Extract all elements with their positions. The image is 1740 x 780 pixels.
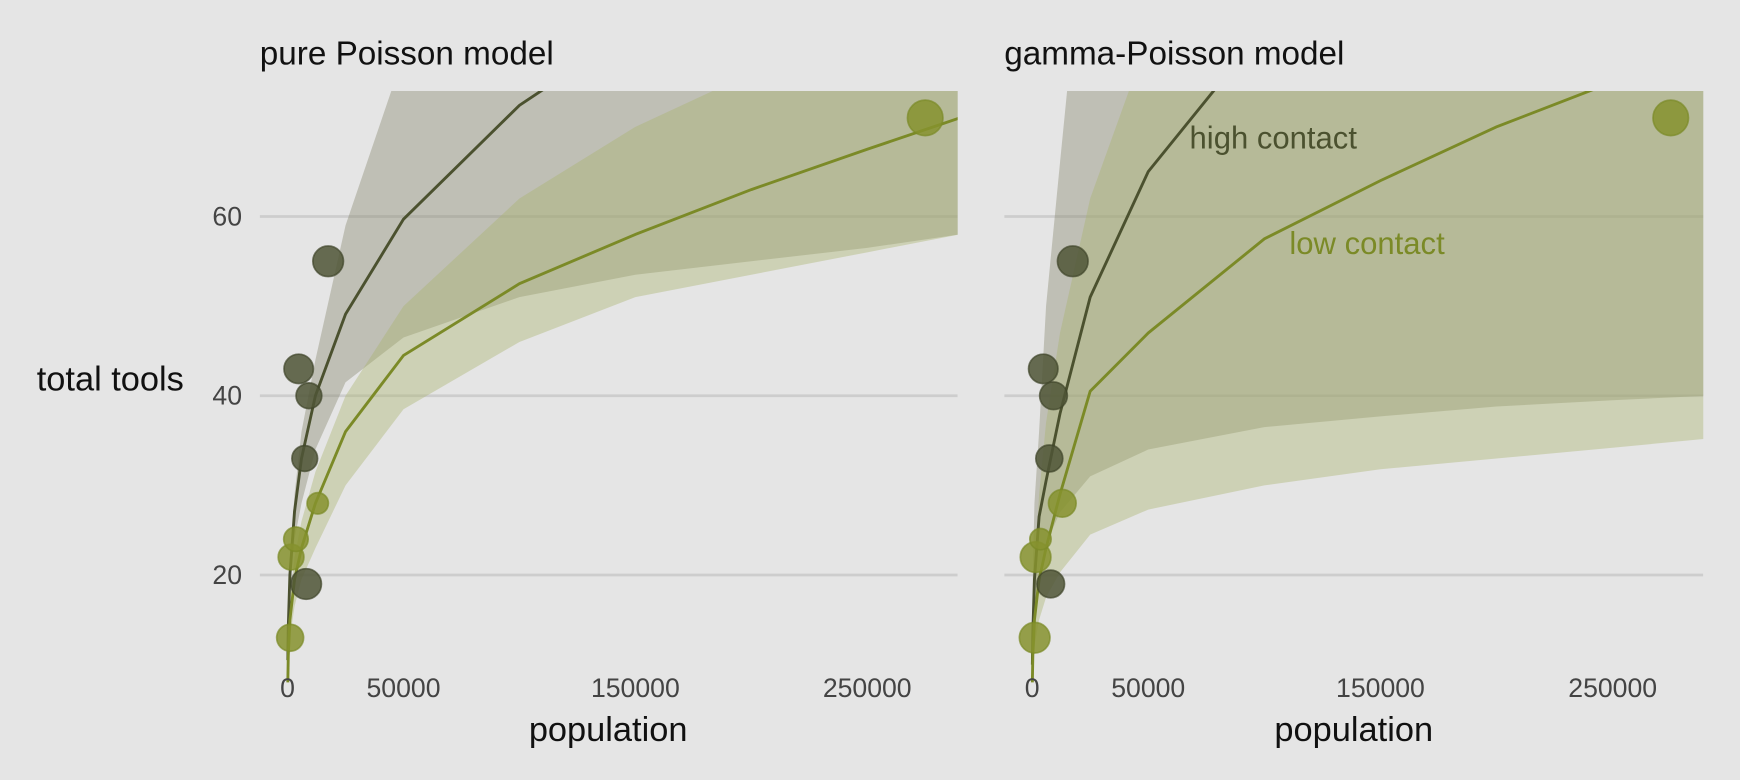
data-point-high-contact [1027,353,1059,385]
data-point-high-contact [291,444,319,473]
low-contact-interval-band [287,90,958,683]
data-point-low-contact [1652,99,1690,137]
x-tick-label: 150000 [1336,673,1425,703]
x-tick-label: 50000 [367,673,441,703]
data-point-high-contact [289,567,323,601]
plot-area [259,90,958,683]
y-tick-label: 60 [212,201,242,231]
plot-area [1004,90,1704,683]
x-tick-label: 150000 [591,673,680,703]
panel-title: pure Poisson model [260,35,554,72]
data-point-low-contact [306,491,330,515]
low-contact-interval-band [1032,90,1704,683]
data-point-low-contact [1047,488,1077,518]
y-tick-label: 40 [212,381,242,411]
x-axis-label: population [529,711,688,749]
data-point-low-contact [282,526,310,553]
data-point-high-contact [283,353,315,385]
low-contact-mean-line [1030,90,1594,683]
data-point-high-contact [295,382,323,410]
x-tick-label: 0 [280,673,295,703]
panel-title: gamma-Poisson model [1004,35,1344,72]
y-axis-label: total tools [37,361,184,399]
data-point-low-contact [275,623,305,653]
high-contact-interval-band [1032,90,1704,674]
y-tick-label: 20 [212,560,242,590]
x-tick-label: 250000 [1568,673,1657,703]
annotation-low-contact: low contact [1289,226,1445,261]
x-tick-label: 250000 [823,673,912,703]
data-point-high-contact [1034,444,1064,473]
data-point-low-contact [1028,527,1052,551]
panel-gamma-poisson: gamma-Poisson model population high cont… [1004,35,1704,749]
annotation-high-contact: high contact [1190,121,1358,156]
high-contact-mean-line [286,90,544,661]
data-point-low-contact [906,99,944,137]
low-contact-mean-line [286,117,958,683]
x-tick-label: 0 [1025,673,1040,703]
high-contact-interval-band [287,90,958,665]
data-point-high-contact [1036,569,1066,599]
data-point-high-contact [1056,245,1089,278]
x-axis-label: population [1274,711,1433,749]
x-tick-label: 50000 [1111,673,1185,703]
data-point-high-contact [1038,381,1069,411]
data-point-low-contact [1018,621,1051,654]
high-contact-mean-line [1030,90,1216,665]
panel-pure-poisson: pure Poisson model population 20 40 60 0 500… [212,35,958,749]
data-point-high-contact [312,245,345,278]
